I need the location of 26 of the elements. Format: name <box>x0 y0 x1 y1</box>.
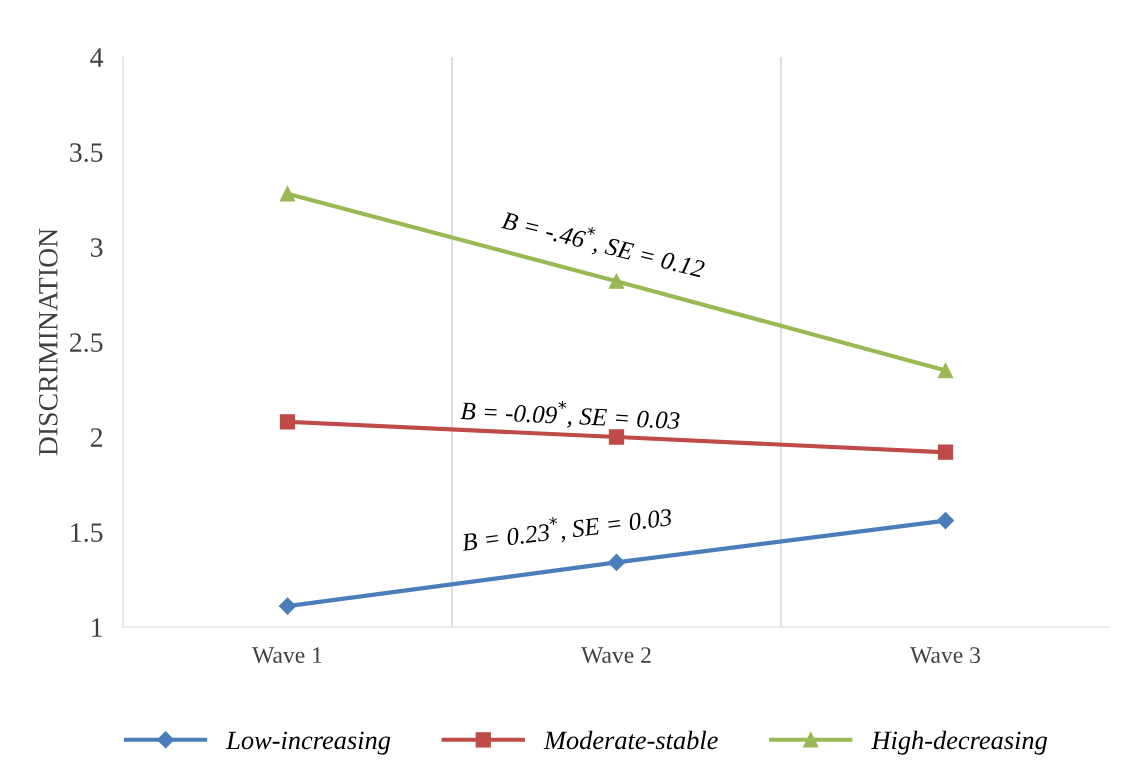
y-tick-label: 3 <box>90 238 103 257</box>
point <box>279 414 296 430</box>
legend-label: Low-increasing <box>225 731 391 755</box>
point <box>608 429 625 445</box>
point <box>937 362 954 379</box>
point <box>608 273 625 289</box>
y-tick-label: 2.5 <box>70 333 103 353</box>
point <box>278 597 297 615</box>
y-tick-label: 3.5 <box>70 143 103 163</box>
annotation: B = -0.09$^{*}$, SE = 0.03 <box>460 396 680 433</box>
legend-label: Moderate-stable <box>543 730 718 750</box>
x-tick-label: Wave 3 <box>910 647 981 664</box>
x-tick-label: Wave 1 <box>252 647 322 664</box>
x-tick-label: Wave 2 <box>581 647 651 664</box>
point <box>937 444 954 460</box>
y-tick-label: 2 <box>90 428 103 447</box>
annotation: B = -.46$^{*}$, SE = 0.12 <box>500 205 707 282</box>
y-tick-label: 4 <box>90 48 104 67</box>
y-tick-label: 1.5 <box>71 523 103 543</box>
y-tick-label: 1 <box>92 618 102 637</box>
point <box>936 512 955 530</box>
y-axis-title: DISCRIMINATION <box>38 228 58 456</box>
point <box>279 186 296 202</box>
annotation: B = 0.23$^{*}$, SE = 0.03 <box>460 502 673 555</box>
point <box>607 553 626 571</box>
legend-label: High-decreasing <box>871 730 1048 755</box>
